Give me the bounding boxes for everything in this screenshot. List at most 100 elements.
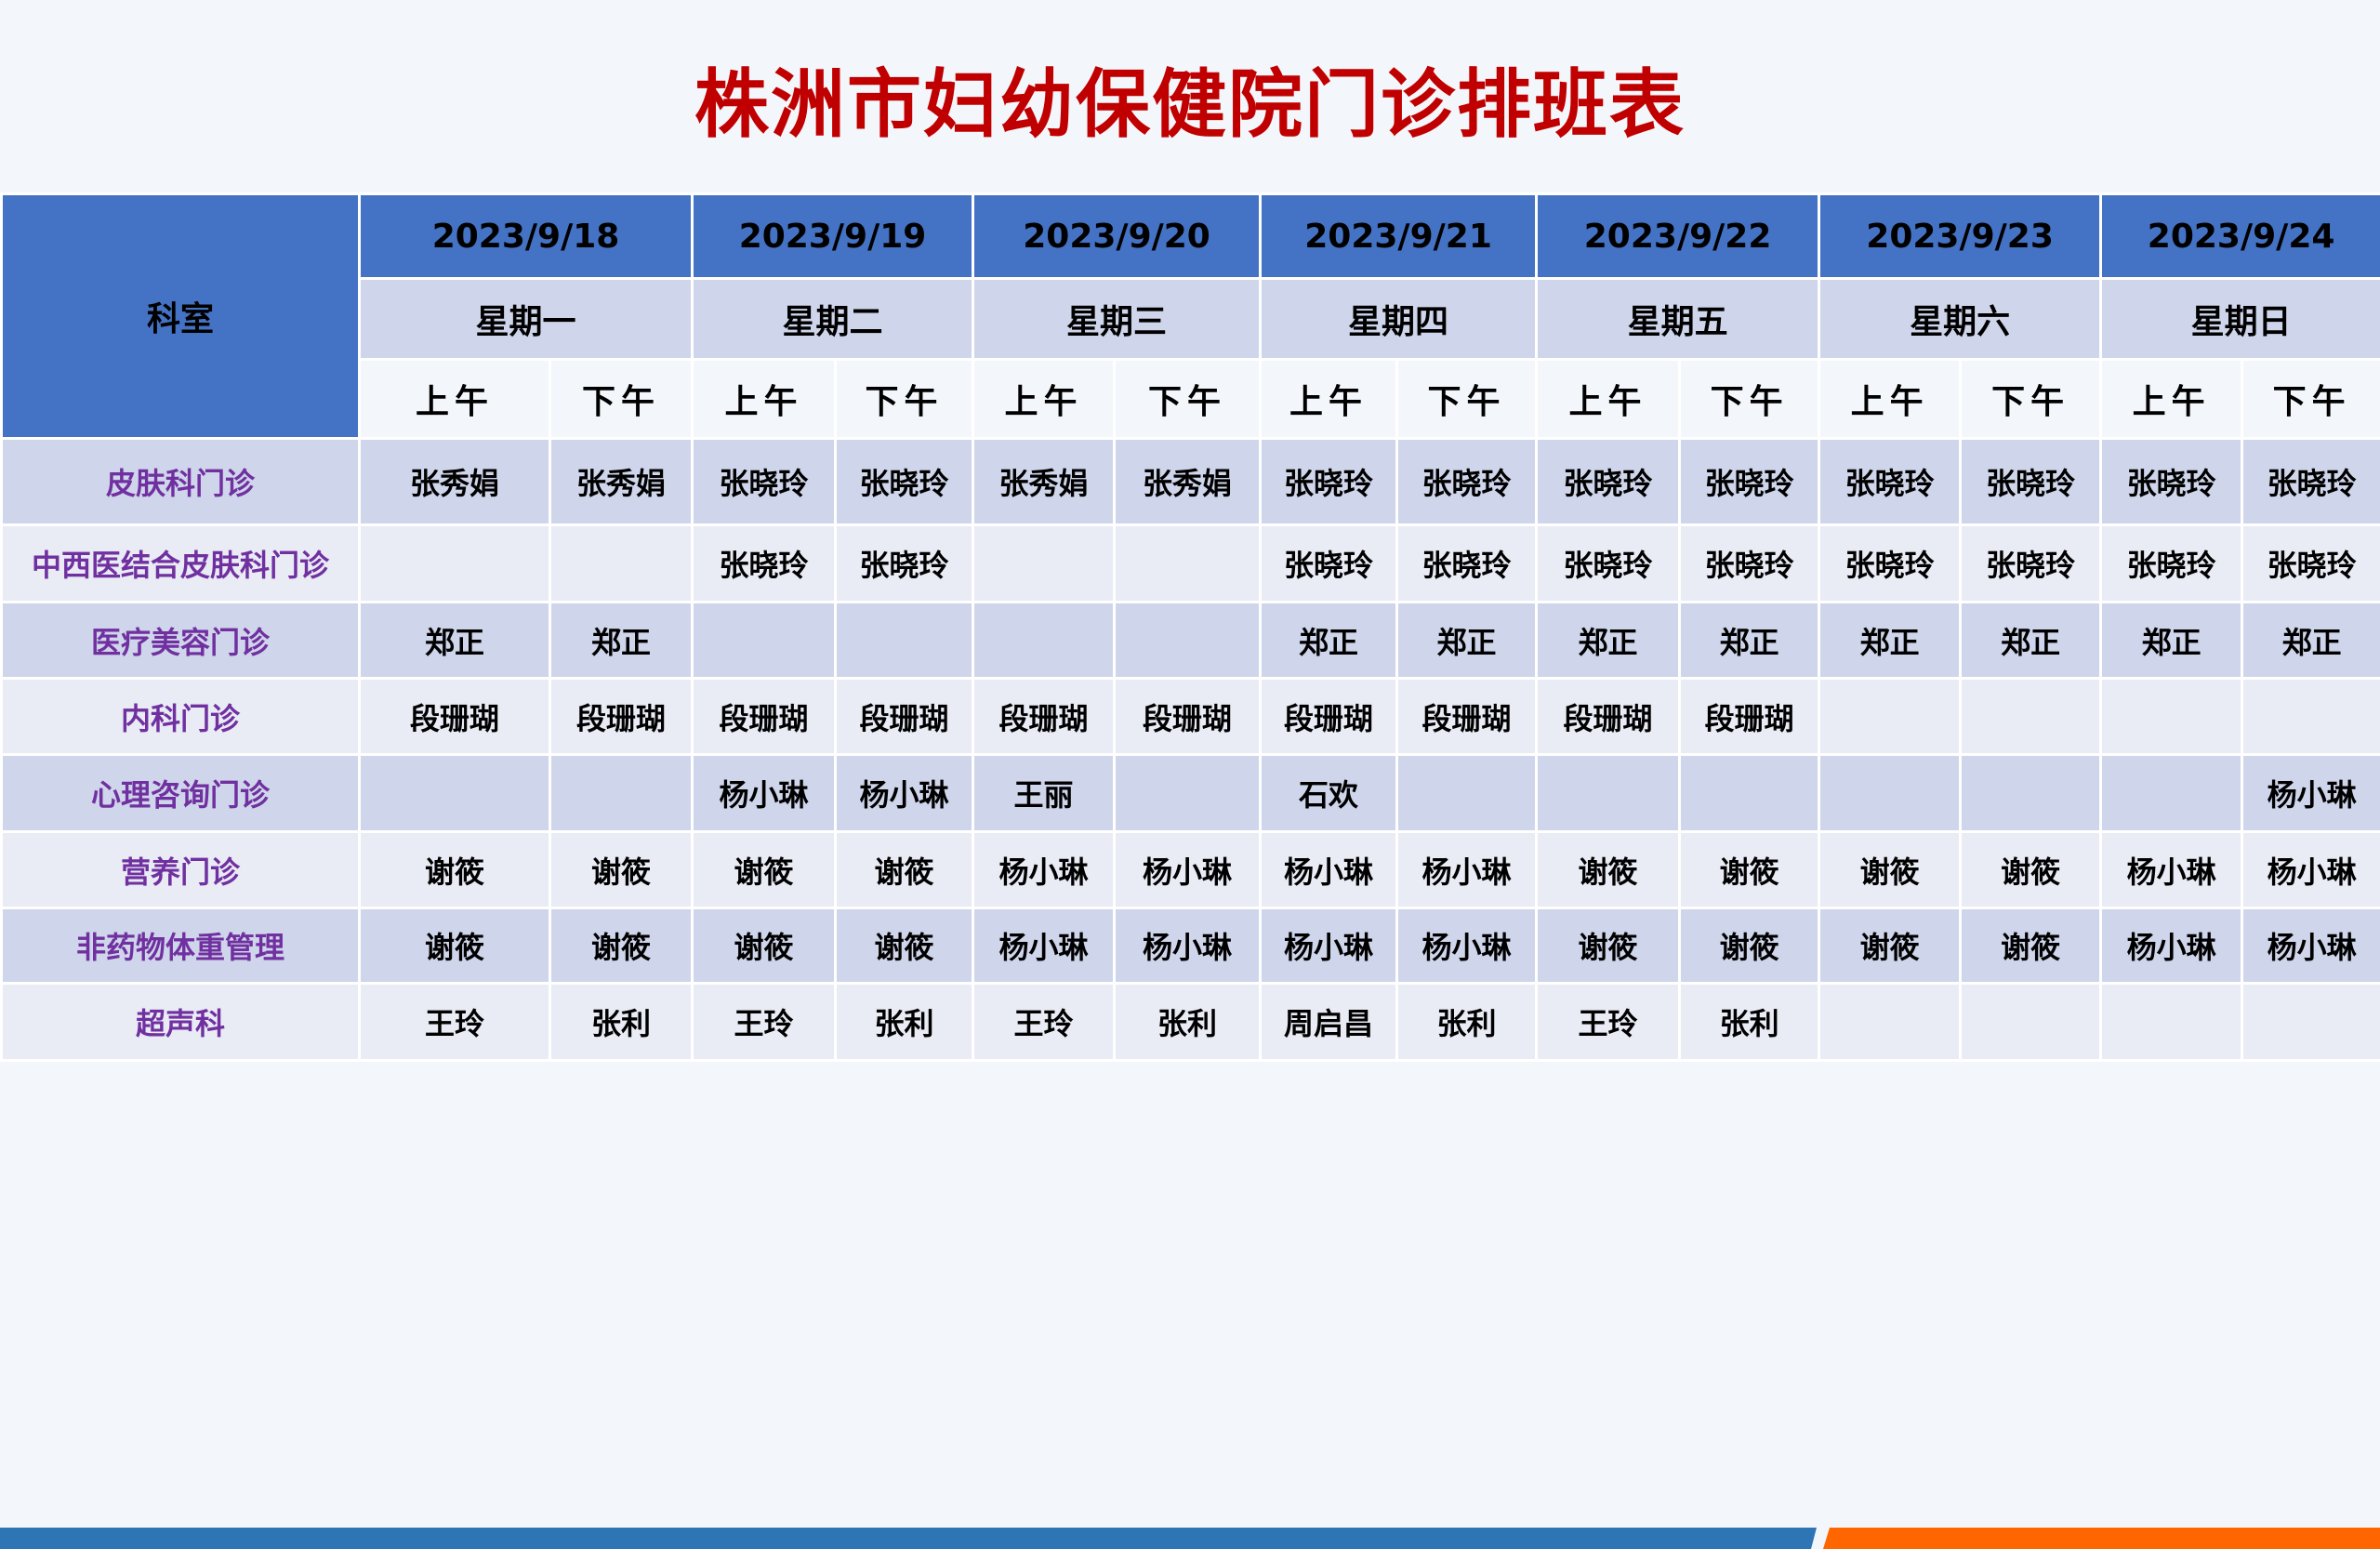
schedule-cell: 杨小琳 bbox=[1395, 830, 1539, 909]
schedule-cell: 郑正 bbox=[1818, 601, 1963, 680]
schedule-cell: 杨小琳 bbox=[2099, 830, 2244, 909]
schedule-cell bbox=[1113, 753, 1263, 833]
schedule-cell: 张晓玲 bbox=[691, 523, 838, 603]
schedule-cell: 谢筱 bbox=[358, 907, 551, 985]
schedule-cell: 谢筱 bbox=[1678, 907, 1821, 985]
schedule-cell: 杨小琳 bbox=[2241, 753, 2380, 833]
schedule-cell: 谢筱 bbox=[691, 830, 838, 909]
schedule-cell: 张晓玲 bbox=[1535, 437, 1682, 526]
dept-name: 非药物体重管理 bbox=[0, 907, 361, 985]
schedule-cell: 谢筱 bbox=[1818, 830, 1963, 909]
schedule-cell bbox=[972, 601, 1117, 680]
schedule-cell bbox=[1959, 753, 2103, 833]
schedule-cell bbox=[548, 523, 694, 603]
schedule-cell: 郑正 bbox=[1678, 601, 1821, 680]
footer-orange-bar bbox=[1823, 1528, 2380, 1549]
schedule-cell bbox=[2099, 982, 2244, 1062]
schedule-cell: 张秀娟 bbox=[972, 437, 1117, 526]
weekday-header: 星期一 bbox=[357, 277, 694, 361]
weekday-header: 星期日 bbox=[2099, 277, 2380, 361]
schedule-cell: 段珊瑚 bbox=[358, 677, 551, 756]
schedule-cell: 谢筱 bbox=[548, 830, 694, 909]
schedule-cell bbox=[2099, 753, 2244, 833]
schedule-cell: 张晓玲 bbox=[1959, 437, 2103, 526]
schedule-cell: 张利 bbox=[834, 982, 975, 1062]
schedule-cell: 王玲 bbox=[972, 982, 1117, 1062]
schedule-cell: 杨小琳 bbox=[972, 830, 1117, 909]
schedule-cell: 段珊瑚 bbox=[834, 677, 975, 756]
schedule-cell: 张晓玲 bbox=[1395, 437, 1539, 526]
pm-header: 下午 bbox=[2241, 358, 2380, 440]
schedule-cell: 郑正 bbox=[548, 601, 694, 680]
schedule-cell: 杨小琳 bbox=[1259, 830, 1399, 909]
schedule-cell: 张晓玲 bbox=[2241, 523, 2380, 603]
schedule-cell: 张晓玲 bbox=[1678, 523, 1821, 603]
weekday-header: 星期五 bbox=[1535, 277, 1821, 361]
schedule-cell bbox=[1818, 677, 1963, 756]
schedule-cell: 郑正 bbox=[1535, 601, 1682, 680]
am-header: 上午 bbox=[691, 358, 838, 440]
weekday-header: 星期二 bbox=[691, 277, 975, 361]
schedule-table: 科室 2023/9/18 2023/9/19 2023/9/20 2023/9/21 20… bbox=[0, 192, 2380, 1062]
schedule-cell: 张晓玲 bbox=[691, 437, 838, 526]
dept-name: 中西医结合皮肤科门诊 bbox=[0, 523, 361, 603]
schedule-cell: 王玲 bbox=[691, 982, 838, 1062]
schedule-cell: 谢筱 bbox=[1959, 830, 2103, 909]
schedule-cell: 谢筱 bbox=[1535, 907, 1682, 985]
dept-name: 内科门诊 bbox=[0, 677, 361, 756]
date-header: 2023/9/19 bbox=[691, 192, 975, 280]
schedule-cell: 周启昌 bbox=[1259, 982, 1399, 1062]
schedule-cell: 张利 bbox=[548, 982, 694, 1062]
schedule-cell: 谢筱 bbox=[1535, 830, 1682, 909]
page-title: 株洲市妇幼保健院门诊排班表 bbox=[694, 61, 1686, 148]
schedule-cell: 张晓玲 bbox=[1818, 523, 1963, 603]
schedule-cell: 杨小琳 bbox=[1395, 907, 1539, 985]
weekday-header: 星期三 bbox=[972, 277, 1263, 361]
schedule-cell: 谢筱 bbox=[834, 830, 975, 909]
am-header: 上午 bbox=[1259, 358, 1399, 440]
schedule-cell: 谢筱 bbox=[358, 830, 551, 909]
schedule-cell: 张晓玲 bbox=[2241, 437, 2380, 526]
schedule-cell bbox=[1113, 523, 1263, 603]
schedule-cell bbox=[2099, 677, 2244, 756]
schedule-cell bbox=[1678, 753, 1821, 833]
am-header: 上午 bbox=[2099, 358, 2244, 440]
am-header: 上午 bbox=[358, 358, 551, 440]
weekday-header: 星期六 bbox=[1818, 277, 2103, 361]
schedule-cell: 张秀娟 bbox=[358, 437, 551, 526]
footer-blue-bar bbox=[0, 1528, 1817, 1549]
schedule-cell: 王玲 bbox=[1535, 982, 1682, 1062]
schedule-cell: 段珊瑚 bbox=[1259, 677, 1399, 756]
schedule-cell: 谢筱 bbox=[1678, 830, 1821, 909]
schedule-cell: 谢筱 bbox=[1818, 907, 1963, 985]
schedule-cell: 杨小琳 bbox=[691, 753, 838, 833]
dept-name: 皮肤科门诊 bbox=[0, 437, 361, 526]
schedule-cell: 张利 bbox=[1678, 982, 1821, 1062]
schedule-cell bbox=[834, 601, 975, 680]
date-header: 2023/9/24 bbox=[2099, 192, 2380, 280]
schedule-cell: 郑正 bbox=[1259, 601, 1399, 680]
schedule-cell: 杨小琳 bbox=[2241, 907, 2380, 985]
schedule-cell bbox=[1818, 753, 1963, 833]
date-header: 2023/9/20 bbox=[972, 192, 1263, 280]
schedule-cell bbox=[1395, 753, 1539, 833]
schedule-cell bbox=[2241, 677, 2380, 756]
schedule-cell: 张晓玲 bbox=[834, 523, 975, 603]
schedule-cell: 郑正 bbox=[2241, 601, 2380, 680]
schedule-cell bbox=[1959, 677, 2103, 756]
table-row: 营养门诊 谢筱 谢筱 谢筱 谢筱 杨小琳 杨小琳 杨小琳 杨小琳 谢筱 谢筱 谢筱 谢筱 杨小琳 杨小琳 bbox=[0, 830, 2380, 909]
schedule-cell: 段珊瑚 bbox=[1678, 677, 1821, 756]
schedule-cell bbox=[358, 523, 551, 603]
schedule-cell: 段珊瑚 bbox=[1395, 677, 1539, 756]
schedule-cell: 郑正 bbox=[1395, 601, 1539, 680]
date-header: 2023/9/23 bbox=[1818, 192, 2103, 280]
schedule-cell: 段珊瑚 bbox=[548, 677, 694, 756]
schedule-cell: 杨小琳 bbox=[2099, 907, 2244, 985]
schedule-cell: 张利 bbox=[1113, 982, 1263, 1062]
schedule-cell: 张利 bbox=[1395, 982, 1539, 1062]
weekday-header: 星期四 bbox=[1259, 277, 1539, 361]
schedule-cell bbox=[1818, 982, 1963, 1062]
pm-header: 下午 bbox=[1113, 358, 1263, 440]
schedule-cell: 张秀娟 bbox=[548, 437, 694, 526]
date-header: 2023/9/22 bbox=[1535, 192, 1821, 280]
